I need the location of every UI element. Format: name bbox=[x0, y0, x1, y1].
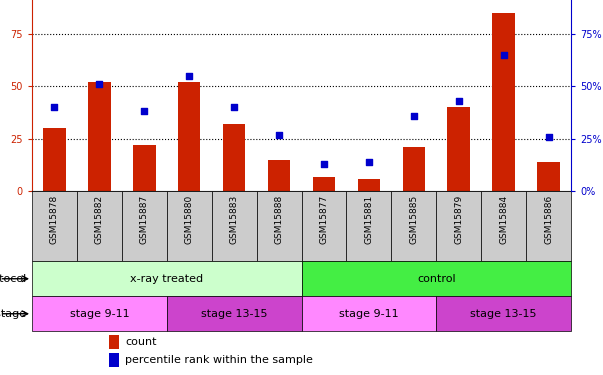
Point bbox=[499, 52, 508, 58]
Point bbox=[95, 81, 104, 87]
Bar bbox=[109, 353, 119, 367]
Point bbox=[185, 73, 194, 79]
Bar bbox=[212, 191, 257, 261]
Bar bbox=[537, 162, 560, 191]
Bar bbox=[178, 82, 200, 191]
Bar bbox=[403, 147, 425, 191]
Bar bbox=[109, 335, 119, 349]
Bar bbox=[313, 177, 335, 191]
Text: GSM15878: GSM15878 bbox=[50, 195, 59, 244]
Point bbox=[409, 112, 418, 118]
Text: stage 9-11: stage 9-11 bbox=[69, 309, 129, 319]
Point bbox=[454, 98, 464, 104]
Text: GSM15884: GSM15884 bbox=[499, 195, 508, 244]
Bar bbox=[302, 296, 436, 331]
Bar bbox=[167, 296, 302, 331]
Point bbox=[319, 161, 329, 167]
Text: control: control bbox=[417, 274, 455, 284]
Bar bbox=[32, 191, 77, 261]
Text: GSM15886: GSM15886 bbox=[544, 195, 553, 244]
Text: GSM15877: GSM15877 bbox=[320, 195, 329, 244]
Point bbox=[49, 104, 59, 110]
Text: GSM15880: GSM15880 bbox=[185, 195, 194, 244]
Bar bbox=[133, 145, 156, 191]
Text: GSM15882: GSM15882 bbox=[95, 195, 104, 244]
Text: stage 13-15: stage 13-15 bbox=[470, 309, 537, 319]
Bar bbox=[43, 128, 66, 191]
Bar bbox=[447, 107, 470, 191]
Point bbox=[139, 108, 149, 114]
Text: percentile rank within the sample: percentile rank within the sample bbox=[125, 356, 314, 366]
Text: development stage: development stage bbox=[0, 309, 26, 319]
Text: count: count bbox=[125, 338, 157, 348]
Bar bbox=[268, 160, 290, 191]
Bar bbox=[223, 124, 245, 191]
Bar bbox=[32, 261, 302, 296]
Point bbox=[229, 104, 239, 110]
Bar bbox=[346, 191, 391, 261]
Bar bbox=[358, 178, 380, 191]
Bar bbox=[122, 191, 167, 261]
Bar bbox=[32, 296, 167, 331]
Text: x-ray treated: x-ray treated bbox=[130, 274, 203, 284]
Bar bbox=[526, 191, 571, 261]
Text: stage 9-11: stage 9-11 bbox=[339, 309, 399, 319]
Bar bbox=[88, 82, 110, 191]
Bar bbox=[391, 191, 436, 261]
Bar bbox=[302, 191, 346, 261]
Point bbox=[544, 134, 554, 140]
Bar bbox=[436, 296, 571, 331]
Bar bbox=[257, 191, 302, 261]
Point bbox=[274, 132, 284, 138]
Text: stage 13-15: stage 13-15 bbox=[201, 309, 267, 319]
Text: GSM15888: GSM15888 bbox=[274, 195, 283, 244]
Bar bbox=[481, 191, 526, 261]
Bar bbox=[77, 191, 122, 261]
Text: GSM15883: GSM15883 bbox=[230, 195, 239, 244]
Bar bbox=[167, 191, 212, 261]
Text: GSM15879: GSM15879 bbox=[454, 195, 463, 244]
Text: GSM15881: GSM15881 bbox=[364, 195, 373, 244]
Text: GSM15885: GSM15885 bbox=[409, 195, 418, 244]
Point bbox=[364, 159, 374, 165]
Bar bbox=[436, 191, 481, 261]
Bar bbox=[302, 261, 571, 296]
Text: protocol: protocol bbox=[0, 274, 26, 284]
Text: GSM15887: GSM15887 bbox=[140, 195, 149, 244]
Bar bbox=[493, 13, 515, 191]
